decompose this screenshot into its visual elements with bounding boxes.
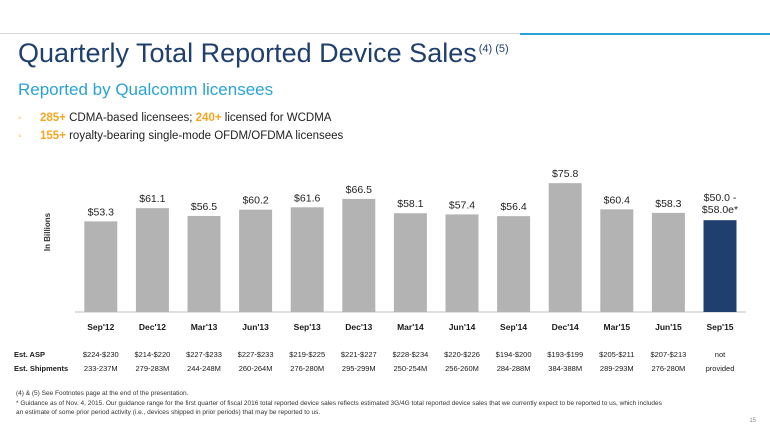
data-label: $53.3	[88, 206, 114, 218]
x-tick-label: Mar'14	[397, 322, 424, 332]
title-footnote-refs: (4) (5)	[478, 43, 509, 55]
x-tick-label: Jun'15	[655, 322, 682, 332]
table-cell: 284-288M	[497, 364, 531, 373]
bullet-list: ◦ 285+ CDMA-based licensees; 240+ licens…	[18, 112, 343, 148]
footnote: an estimate of some prior period activit…	[16, 409, 321, 416]
x-tick-label: Mar'15	[604, 322, 631, 332]
page-number: 15	[749, 418, 756, 424]
bar	[187, 215, 221, 312]
table-cell: 260-264M	[239, 364, 273, 373]
data-label: $56.4	[500, 201, 526, 213]
table-cell: 289-293M	[600, 364, 634, 373]
table-cell: $193-$199	[547, 350, 583, 359]
table-row-label: Est. ASP	[14, 350, 45, 359]
bar	[84, 221, 118, 312]
header-accent-bar	[520, 33, 770, 35]
data-label: $60.2	[242, 195, 268, 207]
bar	[703, 220, 737, 312]
data-label: $75.8	[552, 168, 578, 180]
data-label-line: $50.0 -	[704, 192, 737, 204]
data-label: $66.5	[346, 184, 372, 196]
table-cell: 384-388M	[548, 364, 582, 373]
table-row-label: Est. Shipments	[14, 364, 68, 373]
bullet-highlight: 285+	[40, 112, 66, 124]
x-tick-label: Sep'13	[294, 322, 321, 332]
page-title-text: Quarterly Total Reported Device Sales	[18, 38, 477, 68]
bar	[135, 208, 169, 312]
bar	[548, 183, 582, 312]
table-cell: $194-$200	[496, 350, 532, 359]
bar	[290, 207, 324, 312]
data-label: $50.0 -$58.0e*	[702, 192, 738, 216]
bullet-text: royalty-bearing single-mode OFDM/OFDMA l…	[65, 130, 344, 142]
x-tick-label: Dec'12	[139, 322, 166, 332]
table-cell: $219-$225	[289, 350, 325, 359]
bar	[393, 213, 427, 312]
table-cell: $228-$234	[392, 350, 428, 359]
page-title: Quarterly Total Reported Device Sales (4)…	[18, 38, 509, 69]
table-cell: $227-$233	[238, 350, 274, 359]
bar	[600, 209, 634, 312]
table-cell: $227-$233	[186, 350, 222, 359]
bullet-item: ◦ 155+ royalty-bearing single-mode OFDM/…	[18, 130, 343, 142]
table-cell: 250-254M	[394, 364, 428, 373]
data-label-line: $58.0e*	[702, 204, 738, 216]
bar	[445, 214, 479, 312]
bullet-highlight: 240+	[195, 112, 222, 124]
table-cell: provided	[706, 364, 735, 373]
table-cell: 276-280M	[652, 364, 686, 373]
table-cell: $221-$227	[341, 350, 377, 359]
x-tick-label: Jun'13	[242, 322, 269, 332]
bullet-highlight: 155+	[40, 130, 66, 142]
bar	[342, 198, 376, 312]
bar	[651, 212, 685, 312]
x-tick-label: Sep'12	[87, 322, 114, 332]
bullet-item: ◦ 285+ CDMA-based licensees; 240+ licens…	[18, 112, 343, 124]
table-cell: 244-248M	[187, 364, 221, 373]
x-tick-label: Jun'14	[449, 322, 476, 332]
data-label: $61.6	[294, 192, 320, 204]
x-tick-label: Dec'13	[345, 322, 372, 332]
x-tick-label: Sep'15	[706, 322, 733, 332]
data-label: $56.5	[191, 201, 217, 213]
table-cell: $220-$226	[444, 350, 480, 359]
header-rule	[0, 33, 770, 35]
table-cell: 279-283M	[136, 364, 170, 373]
bullet-dot-icon: ◦	[18, 112, 22, 124]
bullet-dot-icon: ◦	[18, 130, 22, 142]
y-axis-label: In Billions	[43, 212, 52, 251]
data-label: $57.4	[449, 199, 475, 211]
footnote: * Guidance as of Nov. 4, 2015. Our guida…	[16, 400, 662, 407]
x-tick-label: Mar'13	[191, 322, 218, 332]
table-cell: $207-$213	[650, 350, 686, 359]
data-label: $58.3	[655, 198, 681, 210]
table-cell: 256-260M	[445, 364, 479, 373]
table-cell: $224-$230	[83, 350, 119, 359]
x-tick-label: Sep'14	[500, 322, 527, 332]
data-label: $58.1	[397, 198, 423, 210]
table-cell: $214-$220	[134, 350, 170, 359]
data-label: $60.4	[604, 194, 630, 206]
data-label: $61.1	[139, 193, 165, 205]
page-subtitle: Reported by Qualcomm licensees	[18, 80, 274, 99]
bullet-text: licensed for WCDMA	[221, 112, 332, 124]
bullet-text: CDMA-based licensees;	[65, 112, 196, 124]
bar	[239, 209, 273, 312]
table-cell: 276-280M	[290, 364, 324, 373]
x-tick-label: Dec'14	[552, 322, 579, 332]
table-cell: 295-299M	[342, 364, 376, 373]
footnote: (4) & (5) See Footnotes page at the end …	[16, 390, 189, 397]
table-cell: $205-$211	[599, 350, 634, 359]
bar	[497, 216, 531, 312]
table-cell: 233-237M	[84, 364, 118, 373]
table-cell: not	[715, 350, 726, 359]
